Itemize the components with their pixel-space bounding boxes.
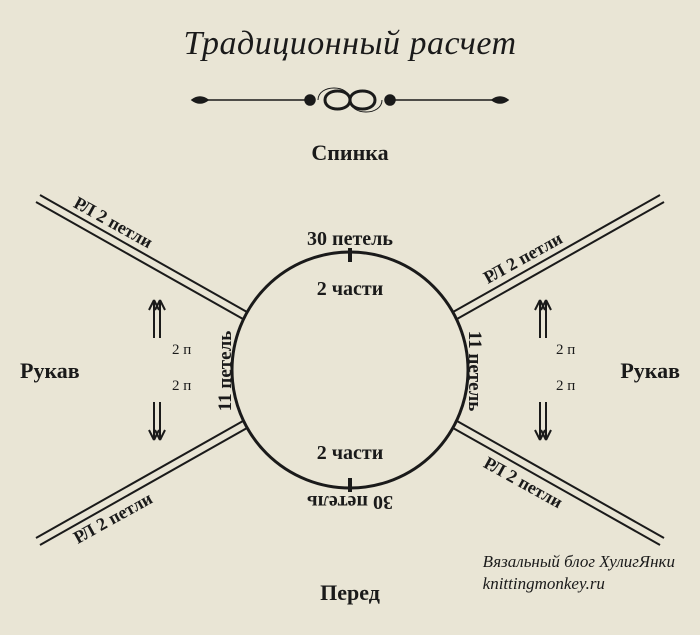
label-arc-top: 30 петель [0, 228, 700, 251]
diagram-svg [0, 0, 700, 635]
label-gap-l2: 2 п [172, 378, 191, 395]
label-gap-r1: 2 п [556, 342, 575, 359]
label-inner-top: 2 части [0, 278, 700, 301]
label-left: Рукав [20, 358, 130, 384]
label-gap-r2: 2 п [556, 378, 575, 395]
credit-line1: Вязальный блог ХулигЯнки [483, 551, 675, 573]
label-arc-left: 11 петель [215, 311, 237, 431]
label-inner-bottom: 2 части [0, 442, 700, 465]
label-gap-l1: 2 п [172, 342, 191, 359]
credit-line2: knittingmonkey.ru [483, 573, 675, 595]
label-right: Рукав [570, 358, 680, 384]
credit-block: Вязальный блог ХулигЯнки knittingmonkey.… [483, 551, 675, 595]
label-arc-right: 11 петель [463, 311, 485, 431]
label-top: Спинка [0, 140, 700, 166]
label-bottom: Перед [200, 580, 500, 606]
